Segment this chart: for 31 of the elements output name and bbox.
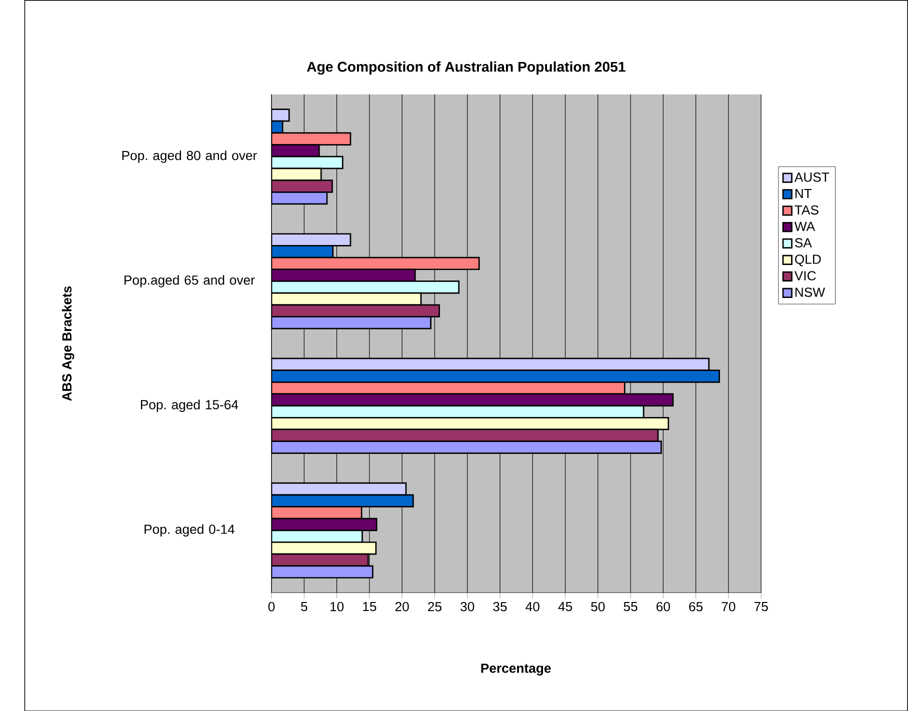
x-tick-label: 45: [558, 602, 572, 611]
legend-label: WA: [794, 222, 816, 231]
x-tick-label: 0: [268, 602, 275, 612]
x-tick-label: 60: [656, 602, 670, 612]
x-tick-label: 5: [300, 602, 308, 611]
legend-label: TAS: [794, 205, 818, 214]
x-tick-label: 40: [526, 602, 540, 612]
x-tick-label: 30: [460, 602, 474, 612]
y-tick-label: Pop. aged 80 and over: [122, 150, 257, 163]
y-tick-label: Pop. aged 0-14: [144, 524, 234, 536]
legend-label: SA: [795, 238, 812, 248]
x-axis-title: Percentage: [481, 664, 551, 676]
legend-label: NSW: [795, 287, 826, 297]
chart-title: Age Composition of Australian Population 2051: [306, 61, 626, 74]
x-tick-label: 55: [624, 602, 638, 611]
x-tick-label: 15: [363, 602, 376, 611]
x-tick-label: 20: [395, 602, 409, 612]
legend-label: NT: [795, 188, 812, 198]
x-tick-label: 35: [493, 602, 507, 612]
y-axis-title: ABS Age Brackets: [62, 286, 74, 401]
x-tick-label: 75: [754, 602, 768, 611]
y-tick-label: Pop. aged 15-64: [140, 400, 238, 412]
legend-label: VIC: [794, 270, 816, 280]
legend-label: AUST: [794, 172, 830, 182]
legend-label: QLD: [795, 254, 821, 266]
x-tick-label: 10: [330, 602, 344, 612]
y-tick-label: Pop.aged 65 and over: [124, 274, 255, 288]
x-tick-label: 65: [689, 602, 703, 612]
x-tick-label: 25: [428, 602, 442, 612]
x-tick-label: 50: [591, 602, 605, 612]
x-tick-label: 70: [722, 602, 736, 612]
